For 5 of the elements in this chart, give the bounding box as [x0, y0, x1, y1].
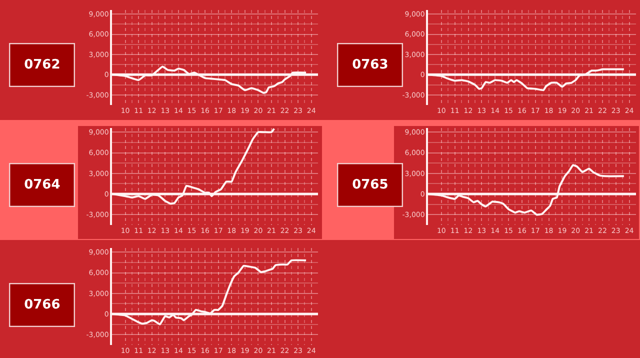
text: 0762 [24, 58, 60, 73]
text: 0764 [24, 178, 60, 193]
text: 0766 [24, 298, 60, 313]
text: 0763 [352, 58, 388, 73]
text: 0765 [352, 178, 388, 193]
